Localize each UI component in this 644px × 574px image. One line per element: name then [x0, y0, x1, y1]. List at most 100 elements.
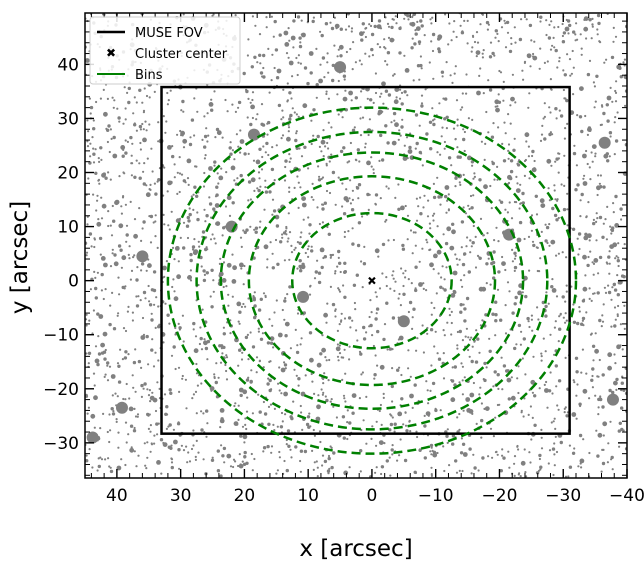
source-dot: [204, 154, 207, 157]
source-dot: [496, 288, 500, 291]
source-dot: [386, 51, 391, 55]
source-dot: [276, 425, 279, 428]
source-dot: [489, 184, 492, 188]
source-dot: [153, 90, 156, 93]
source-dot: [416, 435, 419, 439]
source-dot: [123, 172, 126, 175]
source-dot: [339, 149, 344, 154]
source-dot: [491, 312, 495, 316]
source-dot: [396, 459, 399, 462]
source-dot: [192, 393, 195, 396]
source-dot: [298, 147, 301, 150]
source-dot: [106, 97, 109, 100]
source-dot: [545, 225, 550, 230]
source-dot: [196, 211, 199, 214]
source-dot: [325, 398, 329, 403]
source-dot: [391, 316, 396, 320]
source-dot: [602, 434, 605, 437]
source-dot: [566, 224, 569, 227]
source-dot: [133, 218, 137, 221]
source-dot: [443, 147, 446, 150]
source-dot: [218, 344, 222, 348]
source-dot: [514, 101, 517, 104]
source-dot: [299, 62, 302, 65]
source-dot: [414, 29, 417, 32]
source-dot: [609, 225, 612, 228]
source-dot: [386, 348, 389, 351]
source-dot: [173, 176, 176, 179]
source-dot: [253, 304, 257, 308]
source-dot: [220, 417, 224, 421]
source-dot: [298, 44, 303, 49]
source-dot: [354, 308, 357, 311]
source-dot: [559, 114, 564, 118]
source-dot: [429, 147, 433, 151]
source-dot: [451, 229, 456, 235]
source-dot: [238, 348, 242, 352]
source-dot: [410, 46, 414, 50]
source-dot: [261, 75, 264, 78]
source-dot: [502, 456, 506, 460]
source-dot: [385, 185, 388, 188]
source-dot: [497, 93, 500, 96]
source-dot: [291, 75, 294, 78]
source-dot: [106, 361, 110, 365]
source-dot: [553, 184, 556, 187]
source-dot: [170, 444, 173, 447]
source-dot: [463, 19, 466, 22]
source-dot: [314, 270, 318, 274]
source-dot: [413, 383, 417, 387]
source-dot: [454, 176, 458, 180]
source-dot: [171, 285, 174, 289]
source-dot: [469, 239, 472, 242]
source-dot: [340, 356, 343, 359]
source-dot: [548, 23, 551, 26]
source-dot: [192, 193, 195, 196]
source-dot: [343, 295, 347, 299]
source-dot: [148, 215, 151, 218]
source-dot: [605, 152, 609, 156]
source-dot: [224, 205, 228, 208]
source-dot: [415, 197, 418, 200]
source-dot: [320, 139, 326, 145]
source-dot: [348, 90, 353, 96]
source-dot: [409, 375, 412, 378]
source-dot: [397, 207, 401, 211]
source-dot: [601, 373, 605, 377]
source-dot: [476, 90, 481, 96]
source-dot: [129, 200, 132, 203]
source-dot: [576, 321, 580, 326]
source-dot: [113, 99, 116, 102]
source-dot: [172, 278, 175, 281]
source-dot: [88, 232, 93, 236]
source-dot: [404, 276, 407, 279]
source-dot: [379, 95, 382, 98]
source-dot: [394, 280, 397, 283]
source-dot: [612, 211, 615, 214]
source-dot: [428, 222, 431, 225]
source-dot: [284, 413, 287, 416]
source-dot: [112, 219, 116, 223]
source-dot: [480, 436, 483, 439]
source-dot: [450, 333, 453, 336]
source-dot: [597, 432, 603, 438]
source-dot: [318, 222, 321, 226]
source-dot: [330, 466, 333, 469]
source-dot: [184, 378, 187, 381]
source-dot: [173, 296, 179, 302]
source-dot: [321, 207, 325, 211]
source-dot: [601, 405, 605, 409]
source-dot: [441, 75, 444, 78]
source-dot: [418, 78, 421, 81]
source-dot: [239, 262, 244, 268]
source-dot: [385, 459, 389, 463]
source-dot: [399, 438, 402, 441]
source-dot: [124, 350, 128, 354]
source-dot: [386, 22, 390, 25]
source-dot: [392, 270, 395, 273]
source-dot: [142, 111, 145, 114]
source-dot: [578, 306, 581, 309]
source-dot: [299, 41, 302, 44]
source-dot: [341, 378, 344, 381]
